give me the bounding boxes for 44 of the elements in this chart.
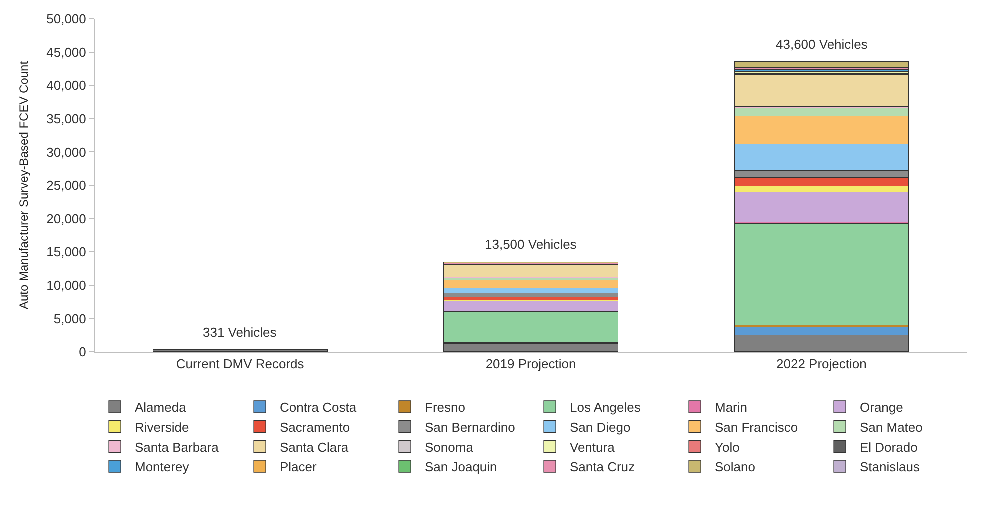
y-tick-label: 35,000 [46,111,86,126]
y-tick-label: 5,000 [54,311,86,326]
legend-label: Riverside [135,420,190,435]
legend-label: San Joaquin [425,460,498,475]
x-tick-label: Current DMV Records [176,356,305,372]
legend-label: Stanislaus [860,460,920,475]
x-tick-label: 2019 Projection [486,356,576,372]
legend-label: San Mateo [860,420,923,435]
y-axis-title: Auto Manufacturer Survey-Based FCEV Count [16,60,31,310]
legend-label: El Dorado [860,440,918,455]
bar [734,61,910,68]
legend-label: San Bernardino [425,420,516,435]
bar [444,264,618,278]
total-label: 331 Vehicles [203,325,278,340]
legend-label: Orange [860,400,904,415]
y-tick-label: 20,000 [46,211,86,226]
total-label: 13,500 Vehicles [485,237,578,252]
legend-label: Fresno [425,400,466,415]
x-tick-label: 2022 Projection [776,356,867,372]
legend-label: Alameda [135,400,188,415]
y-tick-label: 30,000 [46,144,86,160]
y-tick-label: 50,000 [46,12,86,27]
y-tick-label: 15,000 [46,244,86,260]
legend-label: Solano [715,460,756,475]
legend-label: Marin [715,400,748,415]
legend-label: Sonoma [425,440,474,455]
legend-label: Sacramento [280,420,350,435]
legend-label: Contra Costa [280,400,358,415]
y-tick-label: 0 [79,344,86,360]
legend-label: Santa Cruz [570,460,636,475]
legend-label: San Francisco [715,420,798,435]
y-tick-label: 45,000 [46,44,86,60]
legend-label: Placer [280,460,318,475]
y-tick-label: 10,000 [46,278,86,293]
legend-label: Los Angeles [570,400,642,415]
legend-label: Ventura [570,440,616,455]
y-tick-label: 40,000 [46,78,86,94]
legend-label: Santa Clara [280,440,350,455]
y-tick-label: 25,000 [46,178,86,194]
legend-label: San Diego [570,420,631,435]
legend-label: Yolo [715,440,740,455]
legend-label: Monterey [135,460,190,475]
total-label: 43,600 Vehicles [776,37,868,52]
legend-label: Santa Barbara [135,440,220,455]
